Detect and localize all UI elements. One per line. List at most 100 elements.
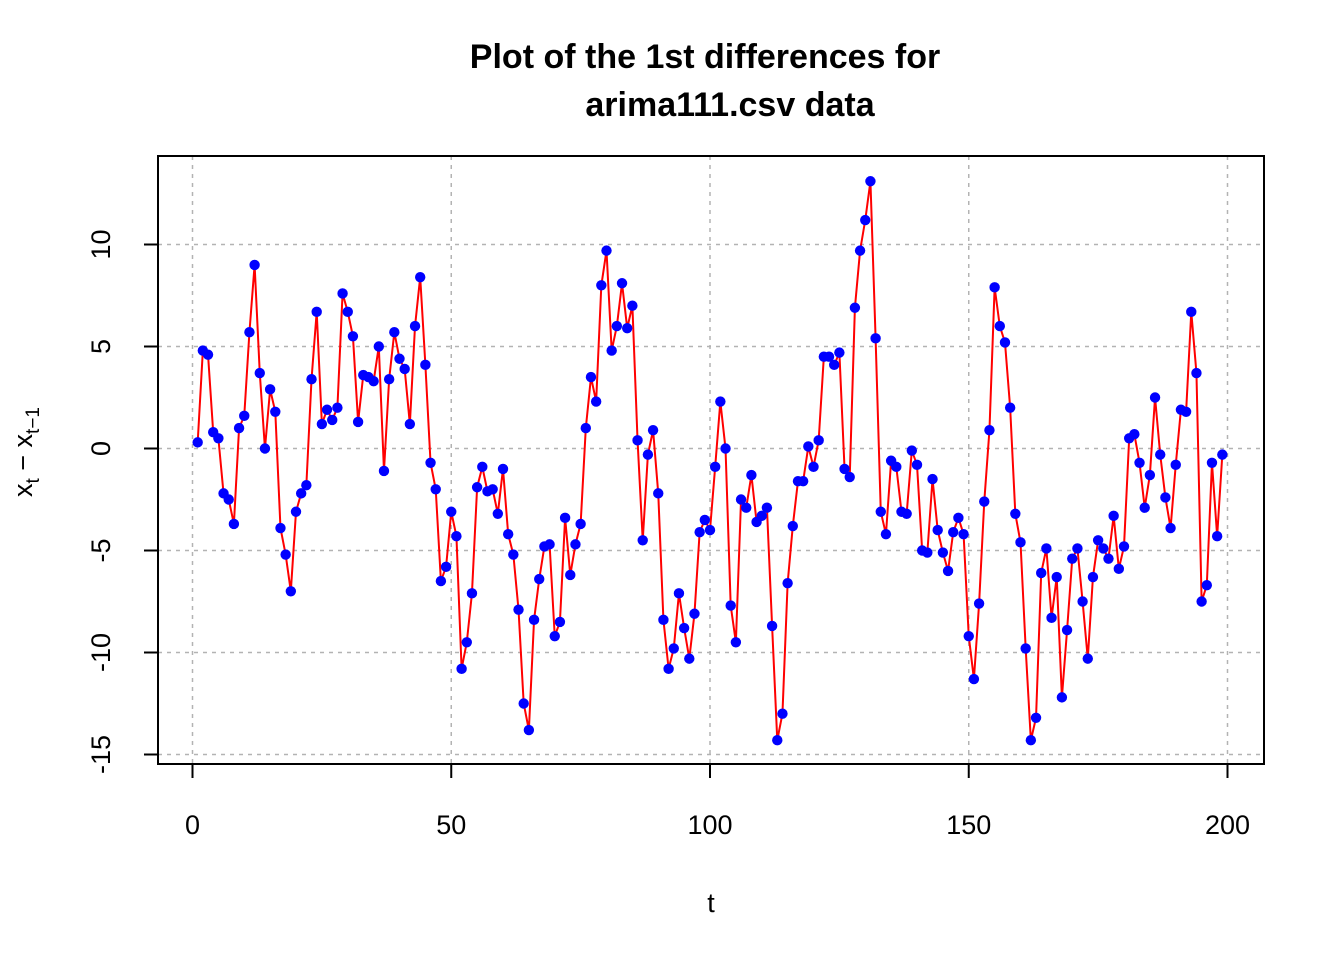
data-point: [559, 512, 571, 524]
data-point: [803, 441, 814, 452]
y-axis-label-minus: − x: [8, 433, 38, 478]
data-point: [389, 327, 400, 338]
data-point: [316, 418, 328, 430]
x-tick-label: 50: [436, 810, 466, 840]
data-point: [834, 347, 845, 358]
data-point: [1155, 449, 1166, 460]
data-point: [1149, 392, 1161, 403]
data-point: [451, 531, 462, 542]
data-point: [347, 331, 359, 342]
data-point: [870, 333, 881, 344]
data-point: [1186, 306, 1197, 318]
data-point: [777, 708, 788, 719]
data-point: [865, 176, 876, 187]
data-point: [399, 363, 410, 375]
data-point: [678, 622, 690, 634]
data-point: [942, 565, 954, 577]
data-point: [932, 524, 943, 536]
x-tick-label: 200: [1205, 810, 1250, 840]
data-point: [1098, 543, 1109, 554]
data-point: [1056, 692, 1068, 703]
data-point: [891, 461, 902, 473]
data-point: [425, 457, 436, 468]
data-point: [565, 569, 576, 581]
data-point: [1103, 553, 1114, 564]
data-series: [192, 176, 1228, 746]
data-point: [911, 459, 923, 471]
data-point: [244, 327, 255, 338]
data-point: [466, 588, 478, 599]
data-point: [1046, 612, 1057, 624]
data-point: [927, 473, 938, 485]
data-point: [1010, 508, 1021, 519]
data-point: [213, 433, 224, 444]
data-point: [575, 518, 586, 530]
data-point: [461, 637, 472, 648]
data-point: [937, 547, 949, 558]
data-point: [642, 449, 654, 460]
data-point: [668, 643, 679, 654]
data-point: [922, 547, 933, 558]
data-point: [497, 463, 509, 475]
data-point: [352, 416, 364, 428]
data-point: [948, 526, 959, 538]
data-point: [1191, 367, 1202, 379]
data-point: [958, 528, 969, 540]
data-point: [797, 475, 809, 487]
data-point: [999, 337, 1011, 348]
data-point: [239, 410, 250, 422]
data-point: [596, 280, 607, 291]
data-point: [1030, 712, 1042, 723]
data-point: [1118, 541, 1130, 552]
data-point: [528, 614, 540, 626]
data-point: [989, 282, 1000, 293]
data-point: [590, 396, 602, 407]
data-point: [544, 539, 555, 550]
data-point: [953, 512, 964, 524]
y-tick-label: -5: [86, 538, 116, 562]
data-point: [1072, 543, 1083, 554]
chart-title-line1: Plot of the 1st differences for: [470, 38, 940, 76]
data-point: [508, 549, 519, 560]
data-point: [1170, 459, 1181, 471]
data-point: [658, 614, 669, 626]
data-point: [342, 306, 353, 318]
data-point: [1144, 469, 1156, 481]
data-point: [1206, 457, 1218, 468]
data-point: [1108, 510, 1119, 522]
data-point: [611, 320, 623, 332]
data-point: [456, 663, 467, 675]
data-point: [327, 414, 338, 426]
data-point: [720, 443, 731, 454]
data-point: [554, 616, 566, 628]
data-point: [963, 630, 974, 642]
data-point: [601, 245, 612, 256]
data-point: [1180, 406, 1192, 417]
y-tick-label: 5: [86, 339, 116, 354]
data-point: [622, 322, 633, 334]
data-point: [264, 384, 276, 395]
data-point: [637, 535, 648, 546]
data-point: [502, 528, 514, 540]
data-point: [1067, 553, 1078, 564]
data-point: [694, 526, 705, 538]
data-point: [1025, 735, 1037, 746]
data-point: [761, 502, 773, 513]
data-point: [839, 463, 850, 475]
data-point: [735, 494, 747, 505]
data-point: [663, 663, 674, 675]
data-point: [808, 461, 819, 473]
grid-lines: [158, 156, 1264, 764]
data-point: [570, 539, 581, 550]
data-point: [337, 288, 348, 299]
data-point: [249, 259, 260, 271]
data-point: [746, 469, 757, 481]
data-point: [606, 345, 617, 356]
data-point: [1129, 429, 1140, 440]
y-axis-label-sub1: t: [23, 478, 44, 484]
data-point: [394, 353, 405, 364]
data-point: [1061, 624, 1073, 636]
data-point: [1134, 457, 1145, 468]
data-point: [228, 518, 240, 530]
data-point: [1196, 596, 1207, 607]
